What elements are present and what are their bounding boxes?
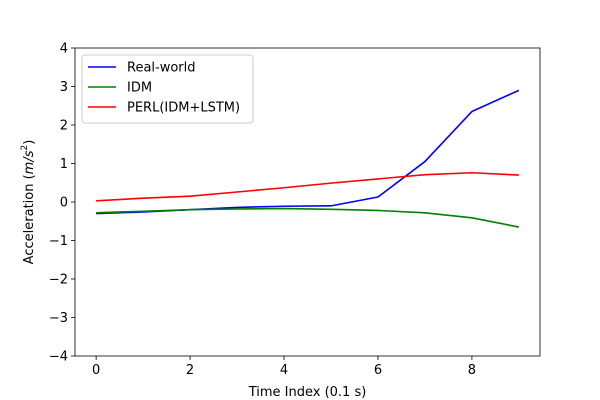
y-tick-label: 0 — [60, 196, 68, 211]
legend-label: IDM — [127, 81, 152, 96]
x-tick-label: 4 — [280, 363, 288, 378]
y-axis-label-prefix: Acceleration ( — [22, 174, 37, 264]
y-axis-label-suffix: ) — [22, 140, 37, 145]
x-axis-ticks: 0 2 4 6 8 — [92, 356, 476, 378]
x-tick-label: 8 — [468, 363, 476, 378]
y-axis-label-exponent: 2 — [20, 145, 30, 151]
y-tick-label: −2 — [49, 273, 68, 288]
x-tick-label: 2 — [186, 363, 194, 378]
y-axis-label-unit-s: s — [22, 150, 37, 157]
legend-label: Real-world — [127, 61, 196, 76]
y-tick-label: −4 — [49, 350, 68, 365]
y-axis-label: Acceleration (m/s2) — [20, 140, 37, 265]
x-tick-label: 6 — [374, 363, 382, 378]
y-tick-label: 1 — [60, 157, 68, 172]
x-tick-label: 0 — [92, 363, 100, 378]
legend-box — [81, 54, 254, 124]
x-axis-label: Time Index (0.1 s) — [248, 385, 367, 400]
y-axis-label-slash: / — [22, 156, 37, 163]
y-tick-label: −3 — [49, 311, 68, 326]
y-axis-label-unit-m: m — [22, 162, 37, 175]
legend-label: PERL(IDM+LSTM) — [127, 101, 240, 116]
y-tick-label: 3 — [60, 80, 68, 95]
legend: Real-world IDM PERL(IDM+LSTM) — [81, 54, 254, 124]
y-tick-label: 4 — [60, 42, 68, 57]
series-line-perl-idm-lstm — [96, 171, 519, 202]
series-layer — [96, 89, 520, 228]
y-tick-label: 2 — [60, 119, 68, 134]
y-axis-ticks: −4 −3 −2 −1 0 1 2 3 4 — [49, 42, 75, 365]
series-line-idm — [96, 207, 520, 228]
y-tick-label: −1 — [49, 234, 68, 249]
